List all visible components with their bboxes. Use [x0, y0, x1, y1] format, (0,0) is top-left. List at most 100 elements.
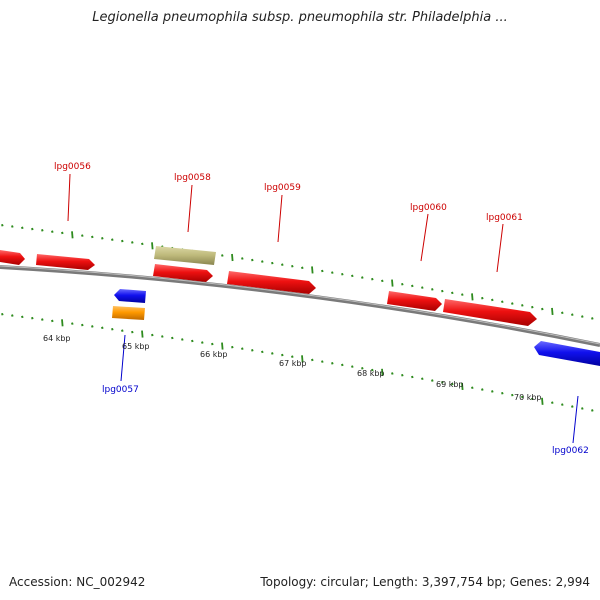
scale-label-70kbp: 70 kbp: [514, 393, 542, 402]
gene-lpg0057[interactable]: [114, 289, 146, 303]
forward-minor-tick: [511, 302, 514, 305]
genome-summary-text: Topology: circular; Length: 3,397,754 bp…: [260, 575, 590, 589]
reverse-major-tick: [301, 355, 304, 363]
forward-minor-tick: [481, 296, 484, 300]
gene-lpg0060[interactable]: [387, 291, 442, 311]
scale-label-65kbp: 65 kbp: [122, 342, 150, 351]
forward-minor-tick: [1, 223, 4, 227]
gene-label-lpg0058[interactable]: lpg0058: [174, 173, 211, 183]
reverse-minor-tick: [331, 361, 334, 365]
reverse-minor-tick: [31, 316, 34, 320]
reverse-minor-tick: [581, 407, 584, 410]
gene-lpg0056[interactable]: [36, 254, 95, 270]
reverse-minor-tick: [121, 329, 124, 332]
reverse-minor-tick: [281, 353, 284, 357]
forward-major-tick: [471, 293, 474, 301]
forward-minor-tick: [281, 263, 284, 266]
gene-label-lpg0057[interactable]: lpg0057: [102, 385, 139, 395]
reverse-minor-tick: [81, 323, 84, 327]
gene-arrow[interactable]: [0, 250, 25, 265]
reverse-minor-tick: [151, 333, 154, 337]
forward-major-tick: [151, 242, 154, 250]
forward-minor-tick: [431, 288, 434, 291]
genome-backbone: [0, 265, 600, 347]
forward-minor-tick: [41, 229, 44, 232]
gene-lpg0057-orange[interactable]: [112, 306, 145, 320]
reverse-minor-tick: [371, 368, 374, 372]
forward-minor-tick: [321, 269, 324, 273]
reverse-minor-tick: [431, 379, 434, 382]
forward-minor-tick: [101, 237, 104, 240]
forward-major-tick: [231, 253, 234, 262]
gene-lpg0059[interactable]: [227, 271, 316, 294]
reverse-minor-tick: [551, 401, 554, 404]
forward-minor-tick: [531, 305, 534, 309]
reverse-minor-tick: [51, 319, 54, 323]
gene-lpg0058-red[interactable]: [153, 264, 213, 282]
reverse-minor-tick: [201, 341, 204, 344]
gene-label-lpg0061[interactable]: lpg0061: [486, 213, 523, 223]
reverse-minor-tick: [251, 349, 254, 352]
reverse-minor-tick: [401, 373, 404, 377]
reverse-minor-tick: [561, 403, 564, 406]
forward-minor-tick: [581, 315, 584, 318]
forward-minor-tick: [451, 291, 454, 295]
forward-minor-tick: [351, 274, 354, 278]
scale-label-69kbp: 69 kbp: [436, 380, 464, 389]
gene-lpg0058[interactable]: [154, 246, 216, 265]
leader-line-lpg0056: [67, 173, 71, 222]
reverse-minor-tick: [501, 391, 504, 395]
forward-minor-tick: [401, 282, 404, 286]
reverse-minor-tick: [111, 327, 114, 331]
reverse-minor-tick: [161, 335, 164, 338]
scale-label-64kbp: 64 kbp: [43, 334, 71, 343]
leader-line-lpg0059: [277, 194, 283, 243]
forward-minor-tick: [361, 276, 364, 279]
forward-minor-tick: [411, 284, 414, 288]
reverse-minor-tick: [191, 339, 194, 343]
reverse-minor-tick: [311, 358, 314, 362]
reverse-minor-tick: [41, 318, 44, 321]
reverse-minor-tick: [21, 315, 24, 319]
reverse-minor-tick: [1, 312, 4, 316]
scale-label-66kbp: 66 kbp: [200, 350, 228, 359]
forward-minor-tick: [251, 258, 254, 262]
gene-label-lpg0060[interactable]: lpg0060: [410, 203, 447, 213]
forward-minor-tick: [371, 277, 374, 281]
forward-minor-tick: [11, 225, 14, 228]
reverse-minor-tick: [181, 338, 184, 341]
forward-minor-tick: [301, 266, 304, 270]
forward-minor-tick: [241, 257, 244, 260]
reverse-minor-tick: [321, 360, 324, 363]
reverse-minor-tick: [11, 314, 14, 317]
gene-lpg0061[interactable]: [443, 299, 537, 326]
gene-label-lpg0062[interactable]: lpg0062: [552, 446, 589, 456]
forward-minor-tick: [501, 300, 504, 304]
reverse-minor-tick: [391, 372, 394, 375]
leader-line-lpg0057: [120, 334, 126, 382]
forward-minor-tick: [261, 260, 264, 263]
forward-minor-tick: [571, 313, 574, 316]
leader-line-lpg0062: [572, 395, 579, 444]
reverse-minor-tick: [481, 388, 484, 391]
forward-minor-tick: [441, 289, 444, 293]
reverse-minor-tick: [511, 393, 514, 397]
gene-label-lpg0056[interactable]: lpg0056: [54, 162, 91, 172]
gene-label-lpg0059[interactable]: lpg0059: [264, 183, 301, 193]
forward-minor-tick: [491, 298, 494, 302]
reverse-minor-tick: [361, 367, 364, 370]
forward-minor-tick: [131, 241, 134, 244]
forward-minor-tick: [111, 238, 114, 241]
reverse-major-tick: [461, 382, 464, 390]
reverse-tick-track: [1, 312, 594, 412]
forward-minor-tick: [271, 261, 274, 265]
forward-minor-tick: [331, 271, 334, 274]
reverse-minor-tick: [451, 382, 454, 386]
gene-lpg0062[interactable]: [534, 341, 600, 366]
forward-minor-tick: [381, 279, 384, 283]
reverse-minor-tick: [491, 390, 494, 393]
reverse-minor-tick: [291, 355, 294, 358]
reverse-minor-tick: [91, 325, 94, 328]
reverse-minor-tick: [441, 381, 444, 384]
